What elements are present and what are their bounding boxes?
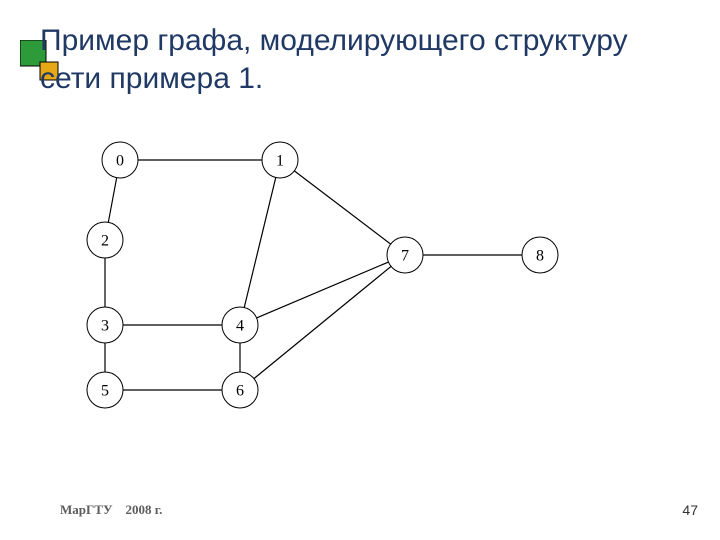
- graph-node-label: 3: [101, 318, 109, 335]
- graph-node-label: 6: [236, 383, 244, 400]
- graph-node-label: 7: [401, 248, 409, 265]
- graph-edge: [257, 262, 389, 318]
- graph-edge: [244, 177, 276, 307]
- graph-node-label: 1: [276, 153, 284, 170]
- network-graph: 0 1 2 3 4 5 6 7 8: [70, 130, 630, 460]
- slide-number: 47: [682, 502, 698, 518]
- graph-node-label: 4: [236, 318, 244, 335]
- graph-edge: [108, 178, 116, 223]
- graph-edge: [254, 266, 391, 378]
- footer: МарГТУ 2008 г.: [60, 502, 162, 518]
- graph-node-label: 8: [536, 248, 544, 265]
- slide: Пример графа, моделирующего структуру се…: [0, 0, 720, 540]
- graph-svg: 0 1 2 3 4 5 6 7 8: [70, 130, 630, 430]
- graph-node-label: 2: [101, 233, 109, 250]
- graph-edge: [294, 171, 390, 244]
- graph-node-label: 5: [101, 383, 109, 400]
- graph-node-label: 0: [116, 153, 124, 170]
- footer-year: 2008 г.: [125, 502, 162, 517]
- slide-title: Пример графа, моделирующего структуру се…: [40, 22, 680, 97]
- footer-org: МарГТУ: [60, 502, 112, 517]
